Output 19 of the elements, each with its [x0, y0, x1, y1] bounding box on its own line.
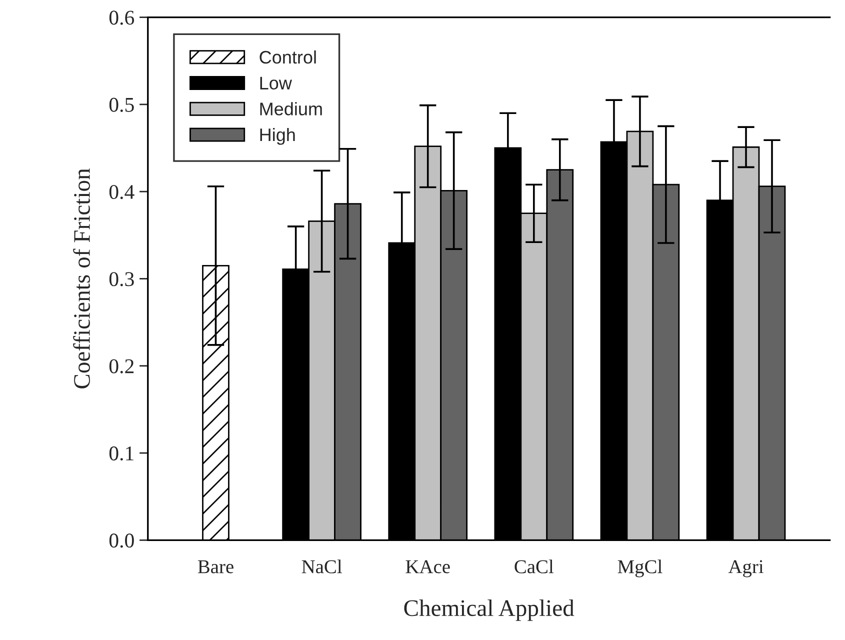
x-tick-label: MgCl — [618, 560, 662, 578]
y-tick-label: 0.0 — [109, 534, 134, 548]
x-tick-label: Agri — [728, 560, 764, 578]
legend-label: High — [260, 128, 295, 145]
y-tick-label: 0.3 — [109, 272, 134, 286]
x-tick-label: CaCl — [514, 560, 554, 574]
x-tick-label: KAce — [406, 560, 450, 574]
y-axis-title: Coefficients of Friction — [73, 168, 90, 388]
y-tick-label: 0.2 — [109, 359, 134, 374]
y-tick-label: 0.5 — [109, 98, 134, 112]
legend-label: Control — [260, 50, 316, 64]
x-tick-label: NaCl — [302, 560, 342, 574]
x-axis-title: Chemical Applied — [404, 600, 574, 621]
x-tick-label: Bare — [198, 560, 234, 574]
y-tick-label: 0.4 — [109, 184, 134, 200]
legend-label: Medium — [260, 102, 322, 116]
y-tick-label: 0.1 — [109, 446, 134, 461]
y-tick-label: 0.6 — [109, 10, 134, 25]
legend-label: Low — [260, 76, 292, 90]
